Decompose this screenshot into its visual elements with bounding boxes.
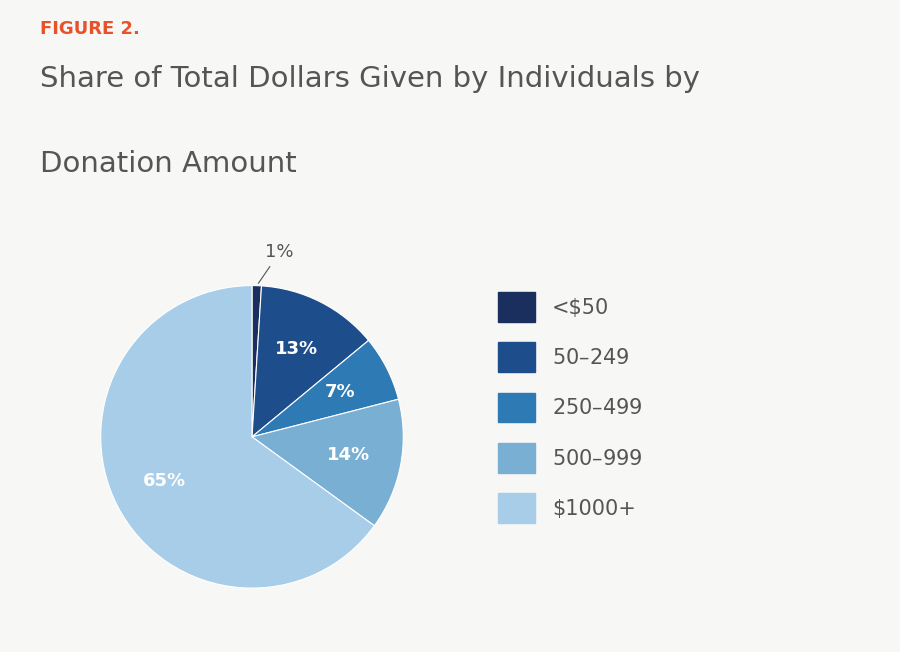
Wedge shape: [252, 399, 403, 526]
Text: 7%: 7%: [324, 383, 355, 401]
Wedge shape: [252, 286, 262, 437]
Text: Donation Amount: Donation Amount: [40, 150, 297, 178]
Text: 1%: 1%: [258, 243, 294, 284]
Legend: <$50, $50–$249, $250–$499, $500–$999, $1000+: <$50, $50–$249, $250–$499, $500–$999, $1…: [488, 282, 653, 533]
Text: 13%: 13%: [275, 340, 319, 358]
Text: 65%: 65%: [143, 473, 186, 490]
Text: Share of Total Dollars Given by Individuals by: Share of Total Dollars Given by Individu…: [40, 65, 700, 93]
Text: FIGURE 2.: FIGURE 2.: [40, 20, 140, 38]
Text: 14%: 14%: [327, 446, 370, 464]
Wedge shape: [101, 286, 374, 588]
Wedge shape: [252, 286, 369, 437]
Wedge shape: [252, 340, 399, 437]
